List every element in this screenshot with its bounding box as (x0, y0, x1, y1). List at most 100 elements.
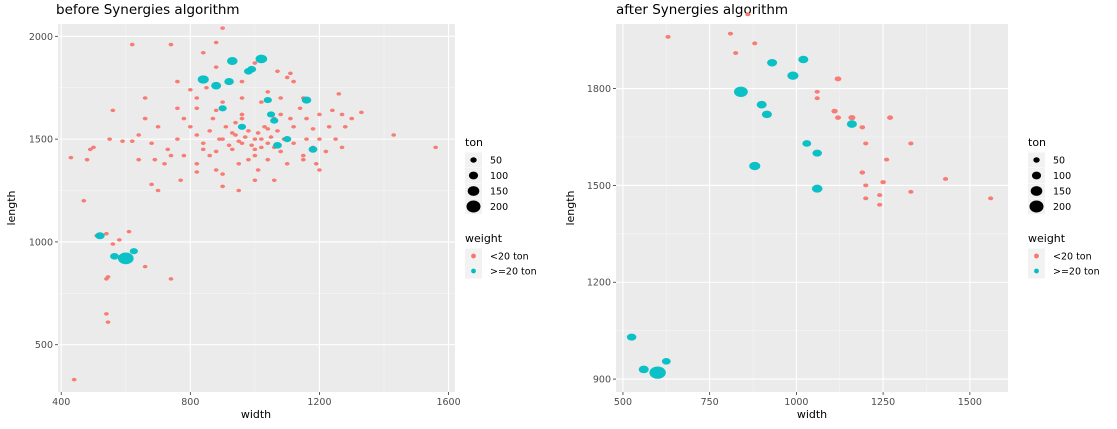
left-point-lt20 (200, 51, 206, 55)
right-panel: after Synergies algorithm 500 750 1000 1250… (564, 2, 1008, 421)
left-point-lt20 (252, 178, 258, 183)
left-ytick-label: 1000 (29, 237, 53, 248)
left-point-lt20 (155, 125, 161, 129)
left-point-lt20 (278, 96, 284, 100)
right-ylabel: length (564, 190, 577, 225)
left-point-lt20 (194, 162, 200, 166)
left-point-ge20 (273, 141, 282, 149)
left-point-lt20 (236, 188, 242, 193)
left-point-ge20 (129, 248, 138, 255)
right-point-lt20 (887, 115, 894, 120)
right-size-key (1029, 200, 1044, 213)
left-legend: ton 50 100 150 200 weight <20 ton >=20 ton (465, 136, 537, 279)
left-point-lt20 (239, 112, 245, 117)
left-point-lt20 (165, 147, 171, 152)
left-point-lt20 (71, 377, 77, 382)
right-point-ge20 (811, 184, 823, 193)
left-point-ge20 (211, 81, 222, 90)
left-point-lt20 (210, 116, 216, 121)
right-point-ge20 (749, 161, 761, 171)
left-point-ge20 (237, 123, 247, 130)
right-point-lt20 (908, 189, 914, 194)
left-point-lt20 (220, 184, 225, 189)
left-point-lt20 (126, 229, 132, 234)
left-point-lt20 (213, 108, 219, 113)
left-point-lt20 (142, 264, 148, 269)
left-size-label: 50 (490, 156, 502, 167)
left-point-lt20 (310, 127, 316, 131)
left-point-lt20 (284, 75, 290, 80)
left-point-lt20 (284, 162, 290, 166)
right-point-ge20 (761, 110, 772, 119)
right-point-lt20 (835, 115, 842, 120)
left-point-lt20 (168, 277, 174, 281)
left-point-lt20 (339, 145, 345, 150)
left-point-lt20 (229, 131, 235, 135)
left-point-lt20 (255, 168, 261, 172)
left-point-lt20 (265, 157, 271, 162)
left-size-label: 100 (490, 171, 508, 182)
left-point-lt20 (175, 137, 180, 141)
right-xtick-label: 750 (701, 397, 719, 408)
left-point-lt20 (333, 137, 338, 141)
right-color-key (1034, 253, 1039, 259)
right-point-lt20 (831, 108, 838, 114)
left-size-label: 200 (490, 202, 508, 213)
left-point-lt20 (213, 40, 219, 45)
left-point-lt20 (168, 153, 174, 158)
right-size-label: 150 (1053, 187, 1071, 198)
left-point-ge20 (197, 75, 209, 84)
left-point-lt20 (297, 106, 303, 111)
left-point-lt20 (339, 112, 345, 117)
right-point-lt20 (908, 141, 914, 146)
right-point-lt20 (880, 180, 886, 185)
left-point-lt20 (304, 137, 309, 141)
left-point-lt20 (291, 79, 296, 84)
right-point-lt20 (883, 157, 890, 162)
left-point-lt20 (236, 162, 242, 166)
left-point-lt20 (142, 96, 148, 100)
right-point-lt20 (859, 170, 866, 175)
left-point-lt20 (104, 312, 109, 316)
right-plot-background (616, 24, 1008, 392)
left-point-lt20 (81, 199, 87, 203)
right-point-lt20 (988, 196, 994, 201)
right-point-ge20 (626, 333, 637, 341)
right-size-label: 50 (1053, 156, 1065, 167)
left-point-lt20 (317, 168, 322, 172)
right-ytick-label: 1500 (587, 181, 611, 192)
right-point-lt20 (877, 202, 883, 207)
left-point-lt20 (252, 137, 258, 141)
left-point-lt20 (162, 162, 167, 166)
left-point-lt20 (249, 143, 255, 148)
right-points (626, 12, 994, 379)
left-point-lt20 (288, 116, 293, 121)
right-ytick-label: 900 (593, 375, 611, 386)
left-point-lt20 (242, 135, 248, 139)
left-color-key (471, 268, 476, 274)
right-point-lt20 (942, 176, 949, 181)
left-color-legend: <20 ton >=20 ton (465, 248, 537, 279)
left-point-lt20 (120, 139, 125, 143)
left-point-lt20 (288, 71, 293, 76)
left-point-lt20 (91, 145, 96, 150)
left-point-lt20 (217, 137, 222, 141)
left-point-ge20 (110, 252, 119, 260)
left-point-lt20 (223, 125, 229, 129)
right-xtick-label: 500 (614, 397, 632, 408)
right-ytick-label: 1800 (587, 84, 611, 95)
left-point-lt20 (213, 65, 219, 69)
left-point-lt20 (258, 100, 264, 104)
left-point-lt20 (110, 108, 116, 113)
right-size-key (1030, 186, 1043, 196)
left-point-lt20 (168, 42, 174, 47)
left-point-lt20 (291, 141, 296, 146)
left-point-lt20 (178, 178, 184, 183)
left-point-lt20 (129, 42, 135, 47)
left-point-lt20 (213, 149, 219, 154)
left-point-lt20 (239, 116, 245, 121)
left-point-lt20 (136, 133, 142, 137)
left-point-lt20 (326, 125, 332, 129)
left-point-lt20 (329, 108, 335, 113)
